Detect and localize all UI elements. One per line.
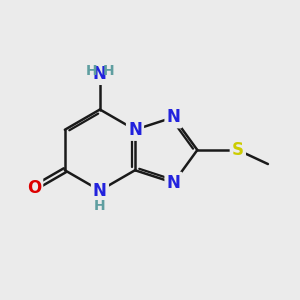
Text: O: O: [27, 179, 41, 197]
Text: N: N: [167, 108, 181, 126]
Text: S: S: [232, 141, 244, 159]
Text: N: N: [167, 174, 181, 192]
Text: H: H: [103, 64, 114, 78]
Text: H: H: [86, 64, 97, 78]
Text: N: N: [93, 65, 107, 83]
Text: H: H: [94, 199, 106, 212]
Text: N: N: [93, 182, 107, 200]
Text: N: N: [128, 121, 142, 139]
